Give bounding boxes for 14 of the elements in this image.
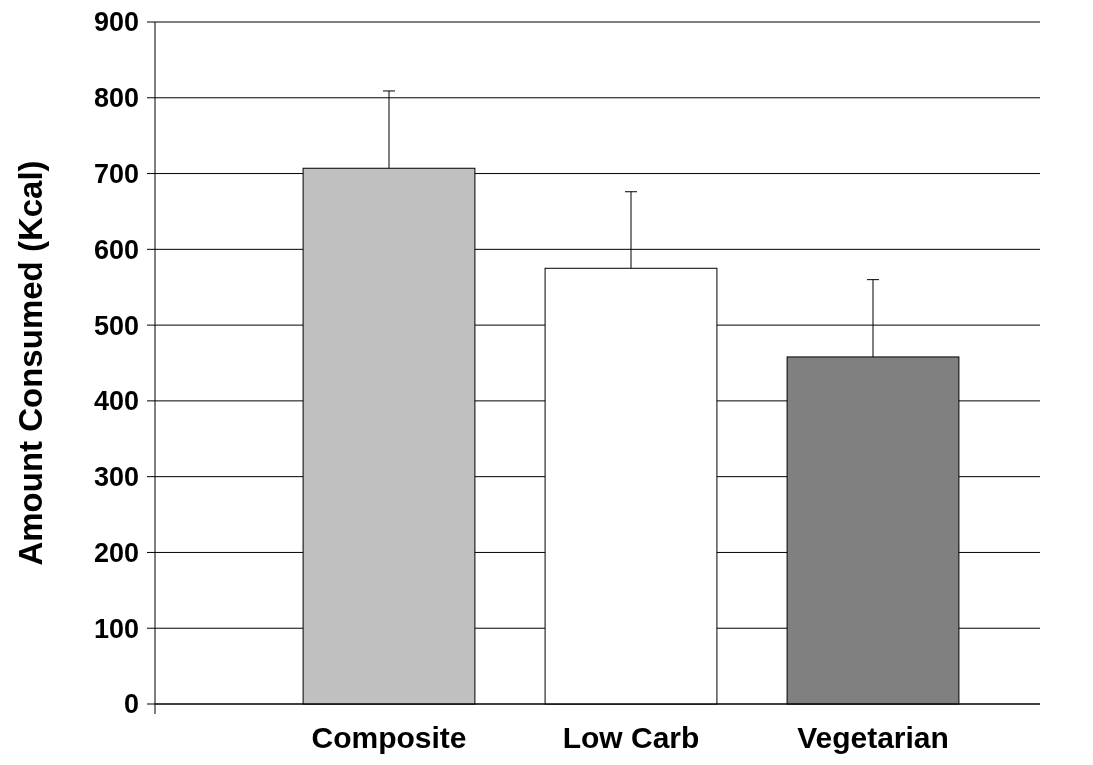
y-tick-label: 0	[123, 689, 139, 720]
x-tick-label: Vegetarian	[797, 721, 949, 754]
x-tick-label: Composite	[311, 721, 467, 754]
y-tick-label: 900	[93, 7, 139, 38]
y-axis-title: Amount Consumed (Kcal)	[12, 160, 49, 566]
y-tick-label: 300	[93, 462, 139, 493]
y-tick-label: 500	[93, 310, 139, 341]
y-tick-label: 800	[93, 83, 139, 114]
y-tick-label: 100	[93, 613, 139, 644]
y-tick-label: 200	[93, 537, 139, 568]
y-tick-label: 400	[93, 386, 139, 417]
y-tick-label: 600	[93, 234, 139, 265]
x-tick-label: Low Carb	[562, 721, 700, 754]
y-tick-label: 700	[93, 159, 139, 190]
